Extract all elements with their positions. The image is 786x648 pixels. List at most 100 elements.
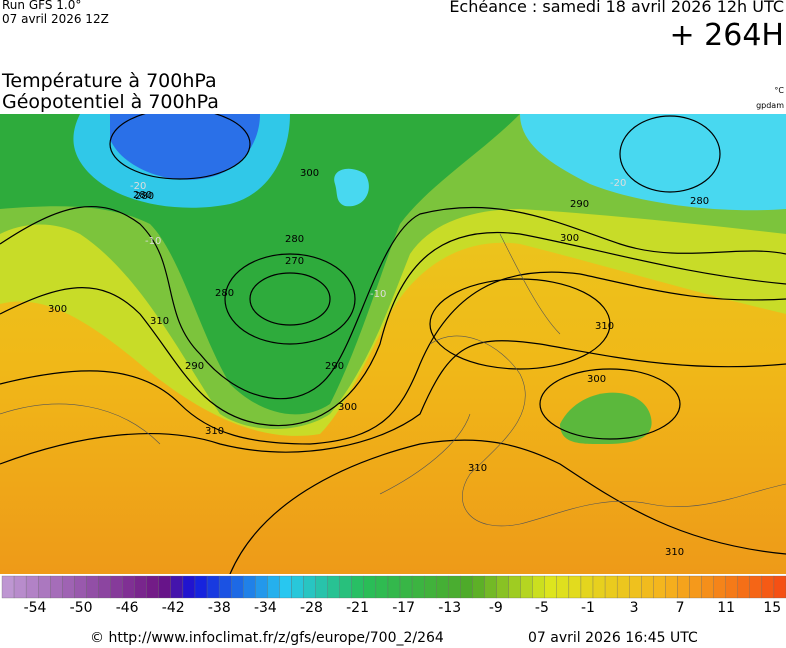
contour-label: 280 — [133, 190, 152, 201]
contour-label: 310 — [205, 426, 224, 437]
scale-swatch — [641, 575, 654, 599]
scale-label: 15 — [763, 600, 782, 616]
scale-swatch — [231, 575, 244, 599]
scale-swatch — [206, 575, 220, 599]
scale-label: -38 — [207, 600, 231, 616]
scale-swatch — [291, 575, 304, 599]
valid-time: Echéance : samedi 18 avril 2026 12h UTC — [449, 0, 784, 16]
scale-swatch — [713, 575, 726, 599]
scale-swatch — [170, 575, 184, 599]
coastlines — [0, 233, 786, 527]
contour-label: 300 — [338, 402, 357, 413]
scale-swatch — [1, 575, 15, 599]
scale-swatch — [25, 575, 39, 599]
scale-swatch — [98, 575, 111, 599]
scale-label: 3 — [629, 600, 639, 616]
scale-swatch — [460, 575, 473, 599]
scale-swatch — [351, 575, 364, 599]
scale-swatch — [62, 575, 75, 599]
scale-swatch — [472, 575, 485, 599]
contours — [0, 114, 786, 574]
scale-swatch — [665, 575, 678, 599]
scale-label: -34 — [253, 600, 277, 616]
footer-url: © http://www.infoclimat.fr/z/gfs/europe/… — [90, 630, 444, 646]
contour-label: 270 — [285, 256, 304, 267]
scale-swatch — [448, 575, 461, 599]
contour-label: 310 — [665, 547, 684, 558]
contour-label: 280 — [285, 234, 304, 245]
scale-label: -9 — [488, 600, 503, 616]
contour-label: 280 — [135, 191, 154, 202]
scale-swatch — [255, 575, 268, 599]
scale-swatch — [604, 575, 618, 599]
scale-swatch — [218, 575, 232, 599]
scale-swatch — [580, 575, 594, 599]
scale-label: -13 — [438, 600, 462, 616]
scale-swatch — [701, 575, 714, 599]
scale-swatch — [110, 575, 123, 599]
scale-swatch — [544, 575, 557, 599]
scale-swatch — [315, 575, 328, 599]
contour-label: 310 — [468, 463, 487, 474]
scale-swatch — [13, 575, 27, 599]
contour-label: -10 — [370, 289, 386, 300]
scale-swatch — [749, 575, 763, 599]
scale-label: -54 — [23, 600, 47, 616]
scale-swatch — [86, 575, 99, 599]
contour-label: 300 — [300, 168, 319, 179]
scale-label: -5 — [534, 600, 549, 616]
contour-label: 310 — [595, 321, 614, 332]
scale-swatch — [327, 575, 340, 599]
scale-label: -42 — [161, 600, 185, 616]
scale-swatch — [556, 575, 570, 599]
scale-swatch — [484, 575, 497, 599]
lead-time: + 264H — [669, 18, 785, 53]
scale-swatch — [689, 575, 702, 599]
scale-swatch — [737, 575, 750, 599]
contour-label: -20 — [130, 181, 146, 192]
scale-swatch — [616, 575, 630, 599]
contour-label: 290 — [570, 199, 589, 210]
scale-swatch — [146, 575, 159, 599]
scale-swatch — [532, 575, 545, 599]
contour-label: 300 — [587, 374, 606, 385]
scale-swatch — [38, 575, 51, 599]
contour-label: 280 — [690, 196, 709, 207]
contour-label: -10 — [145, 236, 161, 247]
contour-label: 300 — [48, 304, 67, 315]
contour-label: -20 — [610, 178, 626, 189]
scale-swatch — [375, 575, 389, 599]
scale-swatch — [194, 575, 208, 599]
scale-swatch — [134, 575, 147, 599]
scale-swatch — [74, 575, 87, 599]
scale-swatch — [568, 575, 582, 599]
scale-label: -46 — [115, 600, 139, 616]
unit-temperature: °C — [774, 86, 784, 95]
contour-label: 300 — [560, 233, 579, 244]
scale-label: 11 — [717, 600, 736, 616]
footer-date: 07 avril 2026 16:45 UTC — [528, 630, 698, 646]
scale-swatch — [303, 575, 316, 599]
color-scale — [1, 575, 786, 599]
unit-geopotential: gpdam — [756, 101, 784, 110]
scale-swatch — [773, 575, 786, 599]
contour-label: 290 — [185, 361, 204, 372]
scale-label: -21 — [346, 600, 369, 616]
contour-label: 310 — [150, 316, 169, 327]
scale-swatch — [387, 575, 401, 599]
scale-swatch — [592, 575, 606, 599]
scale-swatch — [50, 575, 63, 599]
scale-swatch — [677, 575, 690, 599]
scale-swatch — [363, 575, 377, 599]
scale-label: 7 — [675, 600, 685, 616]
run-date: 07 avril 2026 12Z — [2, 12, 109, 26]
temp-zone-balkans — [560, 392, 652, 444]
scale-swatch — [436, 575, 449, 599]
scale-swatch — [424, 575, 437, 599]
scale-swatch — [182, 575, 196, 599]
scale-swatch — [267, 575, 280, 599]
scale-swatch — [629, 575, 642, 599]
scale-label: -28 — [300, 600, 323, 616]
temp-zone-cyan-east — [520, 114, 786, 211]
